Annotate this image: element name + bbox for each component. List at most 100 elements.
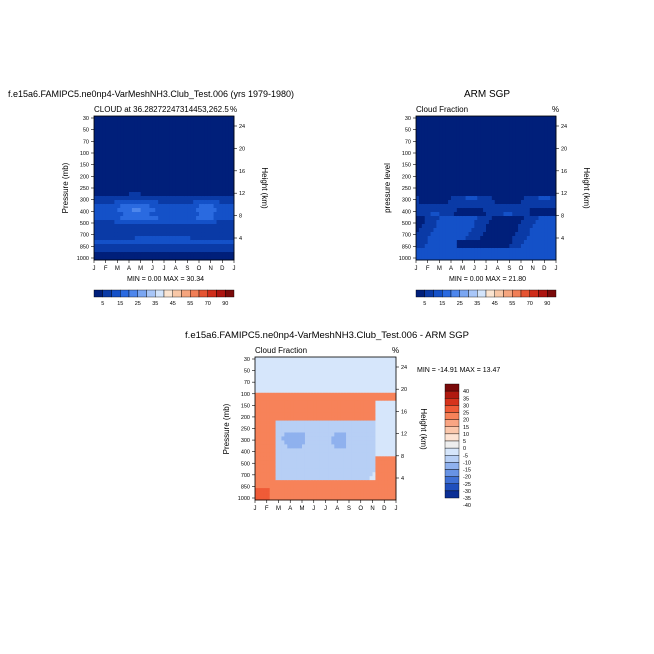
- contour-cell: [120, 196, 124, 201]
- contour-cell: [354, 364, 359, 370]
- contour-cell: [108, 256, 112, 261]
- contour-cell: [346, 388, 350, 394]
- contour-cell: [351, 404, 356, 410]
- contour-cell: [553, 172, 557, 177]
- contour-cell: [503, 224, 507, 229]
- contour-cell: [491, 128, 496, 133]
- contour-cell: [105, 184, 109, 189]
- contour-cell: [477, 116, 481, 121]
- contour-cell: [430, 180, 434, 185]
- contour-cell: [287, 444, 291, 449]
- contour-cell: [287, 484, 291, 489]
- contour-cell: [456, 196, 461, 201]
- contour-cell: [143, 156, 147, 161]
- colorbar-box: [207, 289, 217, 298]
- contour-cell: [175, 128, 179, 133]
- contour-cell: [260, 472, 265, 477]
- contour-cell: [322, 476, 326, 481]
- contour-cell: [210, 192, 214, 197]
- contour-cell: [503, 212, 507, 217]
- contour-cell: [488, 232, 493, 237]
- contour-cell: [213, 228, 217, 233]
- contour-cell: [161, 196, 165, 201]
- contour-cell: [328, 456, 332, 461]
- contour-cell: [201, 172, 206, 177]
- contour-cell: [421, 116, 426, 121]
- contour-cell: [299, 408, 303, 414]
- contour-cell: [158, 128, 162, 133]
- contour-cell: [512, 140, 516, 145]
- contour-cell: [228, 164, 232, 169]
- contour-cell: [228, 212, 232, 217]
- contour-cell: [96, 228, 101, 233]
- contour-cell: [349, 468, 353, 473]
- contour-cell: [316, 448, 321, 453]
- contour-cell: [102, 212, 107, 217]
- contour-cell: [538, 184, 542, 189]
- contour-cell: [334, 392, 338, 398]
- contour-cell: [216, 184, 220, 189]
- contour-cell: [181, 164, 185, 169]
- contour-cell: [488, 212, 493, 217]
- contour-cell: [161, 140, 165, 145]
- contour-cell: [199, 232, 203, 237]
- contour-cell: [140, 184, 144, 189]
- contour-cell: [448, 136, 452, 141]
- contour-cell: [307, 460, 312, 465]
- contour-cell: [553, 256, 557, 261]
- contour-cell: [322, 448, 326, 453]
- contour-cell: [134, 192, 139, 197]
- contour-cell: [325, 360, 329, 366]
- contour-cell: [357, 396, 362, 402]
- contour-cell: [146, 224, 150, 229]
- contour-cell: [111, 216, 115, 221]
- contour-cell: [272, 468, 276, 473]
- contour-cell: [340, 460, 344, 465]
- contour-cell: [427, 248, 431, 253]
- contour-cell: [433, 208, 437, 213]
- contour-cell: [351, 476, 356, 481]
- contour-cell: [424, 200, 429, 205]
- contour-cell: [178, 244, 182, 249]
- contour-cell: [207, 212, 212, 217]
- contour-cell: [334, 408, 338, 414]
- contour-cell: [299, 460, 303, 465]
- contour-cell: [509, 216, 513, 221]
- contour-cell: [535, 172, 539, 177]
- contour-cell: [418, 132, 423, 137]
- contour-cell: [550, 196, 554, 201]
- contour-cell: [204, 132, 209, 137]
- contour-cell: [529, 228, 534, 233]
- contour-cell: [477, 160, 481, 165]
- contour-cell: [328, 484, 332, 489]
- contour-cell: [260, 376, 265, 382]
- contour-cell: [190, 128, 194, 133]
- contour-cell: [219, 192, 223, 197]
- contour-cell: [322, 424, 326, 429]
- contour-cell: [225, 156, 229, 161]
- contour-cell: [196, 132, 200, 137]
- contour-cell: [278, 416, 282, 421]
- contour-cell: [120, 228, 124, 233]
- contour-cell: [219, 224, 223, 229]
- contour-cell: [272, 452, 276, 457]
- contour-cell: [521, 172, 525, 177]
- contour-cell: [216, 208, 220, 213]
- contour-cell: [491, 132, 496, 137]
- contour-cell: [544, 240, 548, 245]
- contour-cell: [108, 196, 112, 201]
- contour-cell: [325, 396, 329, 402]
- contour-cell: [134, 212, 139, 217]
- contour-cell: [483, 152, 487, 157]
- contour-cell: [190, 136, 194, 141]
- contour-cell: [266, 468, 271, 473]
- contour-cell: [424, 128, 429, 133]
- contour-cell: [204, 212, 209, 217]
- contour-cell: [313, 364, 318, 370]
- contour-cell: [304, 412, 309, 417]
- y-tick-label: 70: [83, 139, 89, 145]
- contour-cell: [204, 120, 209, 125]
- contour-cell: [325, 357, 329, 362]
- contour-cell: [328, 372, 332, 378]
- contour-cell: [313, 424, 318, 429]
